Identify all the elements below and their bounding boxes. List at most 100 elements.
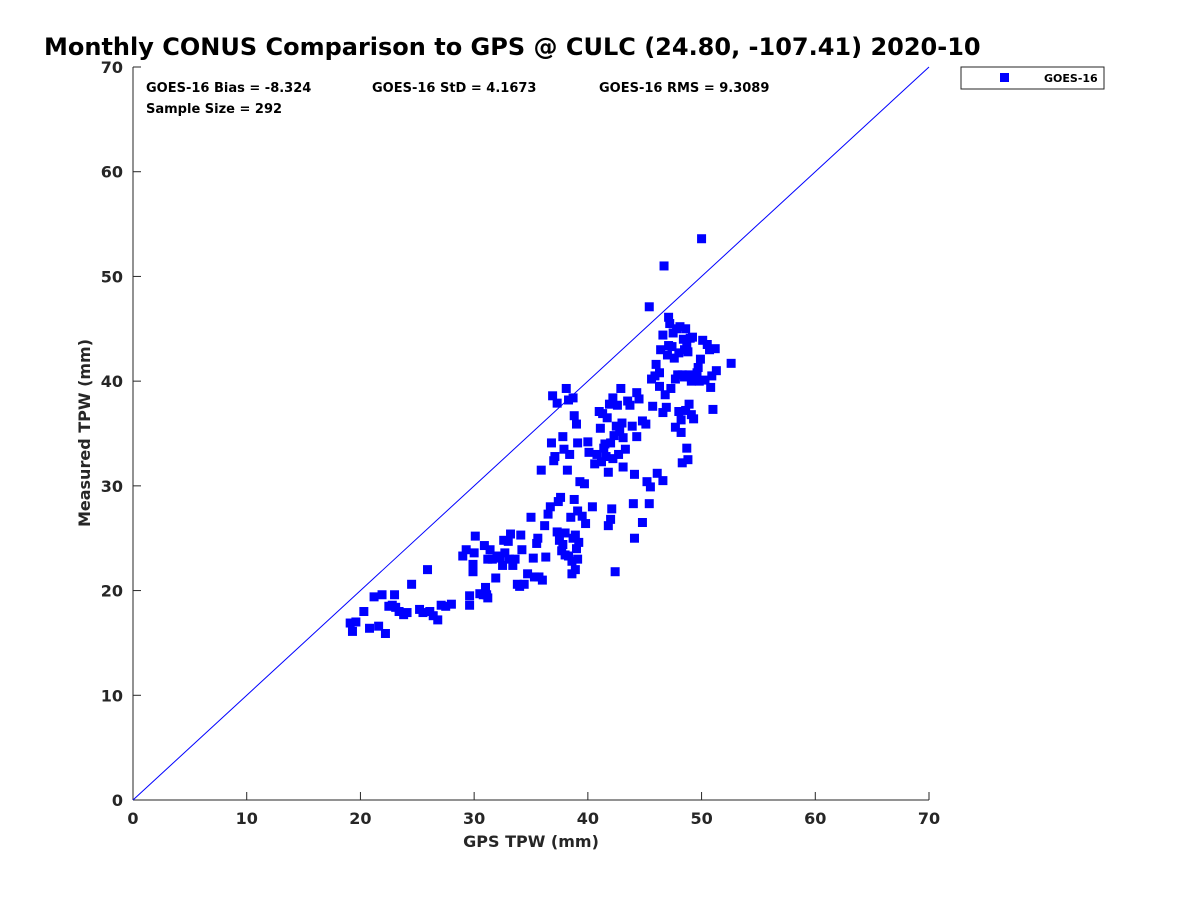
data-point	[681, 405, 691, 415]
data-point	[590, 459, 600, 469]
data-point	[461, 545, 471, 555]
data-point	[644, 499, 654, 509]
data-point	[684, 399, 694, 409]
data-point	[566, 512, 576, 522]
data-point	[642, 477, 652, 487]
data-point	[394, 607, 404, 617]
data-point	[584, 447, 594, 457]
y-tick-label: 10	[101, 686, 123, 705]
data-point	[573, 554, 583, 564]
data-point	[603, 467, 613, 477]
data-point	[611, 421, 621, 431]
data-point	[615, 426, 625, 436]
data-point	[583, 437, 593, 447]
data-point	[705, 345, 715, 355]
data-point	[632, 432, 642, 442]
data-point	[468, 567, 478, 577]
data-point	[676, 427, 686, 437]
data-point	[536, 465, 546, 475]
data-point	[620, 444, 630, 454]
data-point	[569, 411, 579, 421]
data-point	[667, 342, 677, 352]
data-point	[684, 370, 694, 380]
std-stat: GOES-16 StD = 4.1673	[372, 81, 536, 96]
data-point	[658, 476, 668, 486]
data-point	[567, 556, 577, 566]
data-point	[641, 419, 651, 429]
data-point	[483, 593, 493, 603]
data-point	[632, 388, 642, 398]
data-point	[515, 581, 525, 591]
x-tick-label: 0	[127, 809, 138, 828]
data-point	[644, 302, 654, 312]
data-point	[570, 565, 580, 575]
data-point	[683, 455, 693, 465]
y-axis-label: Measured TPW (mm)	[75, 339, 94, 527]
data-point	[470, 531, 480, 541]
data-point	[666, 383, 676, 393]
y-ticks: 0 10 20 30 40 50 60 70	[101, 58, 141, 810]
data-point	[528, 553, 538, 563]
data-point	[600, 439, 610, 449]
data-point	[652, 468, 662, 478]
legend: GOES-16	[960, 66, 1105, 90]
data-point	[683, 347, 693, 357]
data-point	[374, 621, 384, 631]
data-point	[697, 234, 707, 244]
data-point	[479, 541, 489, 551]
data-point	[627, 421, 637, 431]
data-point	[678, 334, 688, 344]
data-point	[625, 400, 635, 410]
data-point	[603, 521, 613, 531]
data-point	[726, 358, 736, 368]
data-point	[552, 527, 562, 537]
data-point	[680, 372, 690, 382]
data-point	[458, 551, 468, 561]
data-point	[532, 538, 542, 548]
data-point	[609, 431, 619, 441]
sample-size-stat: Sample Size = 292	[146, 102, 282, 117]
data-point	[552, 398, 562, 408]
data-point	[380, 629, 390, 639]
legend-marker-square	[1000, 73, 1009, 82]
x-tick-label: 40	[577, 809, 599, 828]
data-point	[390, 590, 400, 600]
x-tick-label: 20	[349, 809, 371, 828]
data-point	[670, 422, 680, 432]
data-point	[692, 368, 702, 378]
data-point	[669, 353, 679, 363]
data-point	[702, 339, 712, 349]
data-point	[548, 391, 558, 401]
data-point	[433, 615, 443, 625]
data-point	[608, 454, 618, 464]
data-point	[574, 537, 584, 547]
data-point	[428, 611, 438, 621]
data-point	[541, 552, 551, 562]
data-point	[606, 514, 616, 524]
data-point	[491, 573, 501, 583]
data-points	[345, 234, 736, 639]
data-point	[550, 452, 560, 462]
data-point	[345, 618, 355, 628]
data-point	[523, 569, 533, 579]
data-point	[402, 608, 412, 618]
data-point	[529, 572, 539, 582]
y-tick-label: 70	[101, 58, 123, 77]
data-point	[651, 359, 661, 369]
data-point	[707, 371, 717, 381]
data-point	[658, 330, 668, 340]
data-point	[612, 400, 622, 410]
data-point	[499, 535, 509, 545]
data-point	[659, 261, 669, 271]
data-point	[537, 575, 547, 585]
data-point	[543, 509, 553, 519]
data-point	[495, 553, 505, 563]
data-point	[601, 452, 611, 462]
data-point	[519, 579, 529, 589]
data-point	[577, 511, 587, 521]
data-point	[675, 322, 685, 332]
data-point	[506, 529, 516, 539]
data-point	[682, 341, 692, 351]
data-point	[559, 444, 569, 454]
y-tick-label: 20	[101, 582, 123, 601]
